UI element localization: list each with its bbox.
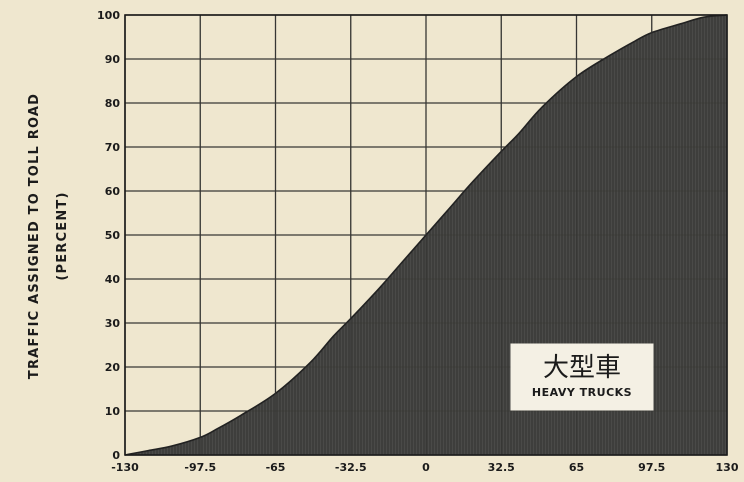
x-tick-label: -65 bbox=[266, 461, 286, 474]
legend: 大型車 HEAVY TRUCKS bbox=[510, 343, 654, 411]
plot-frame bbox=[124, 14, 728, 456]
y-axis-label-line2: (PERCENT) bbox=[55, 191, 70, 280]
x-tick-label: 32.5 bbox=[488, 461, 515, 474]
legend-box bbox=[510, 343, 654, 411]
y-tick-label: 100 bbox=[97, 9, 120, 22]
x-tick-label: 130 bbox=[716, 461, 739, 474]
x-tick-label: -97.5 bbox=[184, 461, 216, 474]
x-tick-label: 0 bbox=[422, 461, 430, 474]
y-tick-label: 60 bbox=[105, 185, 121, 198]
y-tick-label: 10 bbox=[105, 405, 121, 418]
y-tick-label: 40 bbox=[105, 273, 121, 286]
x-tick-label: -130 bbox=[111, 461, 139, 474]
y-tick-label: 70 bbox=[105, 141, 121, 154]
y-tick-label: 20 bbox=[105, 361, 121, 374]
legend-label-en: HEAVY TRUCKS bbox=[532, 386, 632, 399]
y-tick-label: 0 bbox=[112, 449, 120, 462]
x-tick-label: 65 bbox=[569, 461, 584, 474]
legend-label-cjk: 大型車 bbox=[543, 353, 621, 383]
y-axis-label: TRAFFIC ASSIGNED TO TOLL ROAD (PERCENT) bbox=[27, 93, 70, 379]
y-tick-label: 80 bbox=[105, 97, 121, 110]
y-tick-label: 50 bbox=[105, 229, 121, 242]
y-tick-label: 90 bbox=[105, 53, 121, 66]
y-axis-label-line1: TRAFFIC ASSIGNED TO TOLL ROAD bbox=[27, 93, 42, 379]
x-tick-label: 97.5 bbox=[638, 461, 665, 474]
y-tick-label: 30 bbox=[105, 317, 121, 330]
x-tick-label: -32.5 bbox=[335, 461, 367, 474]
axis-layer: -130 -97.5 -65 -32.5 0 32.5 65 97.5 130 0 10 20 30 40… bbox=[97, 9, 739, 474]
